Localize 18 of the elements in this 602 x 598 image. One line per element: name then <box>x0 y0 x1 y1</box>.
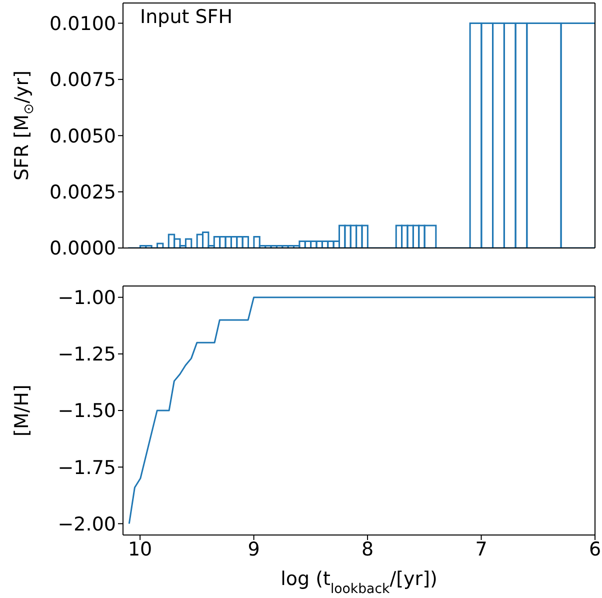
x-tick-label: 6 <box>588 538 602 560</box>
x-tick-label: 10 <box>128 538 152 560</box>
x-tick-label: 9 <box>248 538 260 560</box>
y-tick-label: −1.50 <box>58 400 116 422</box>
annotation: Input SFH <box>140 6 233 28</box>
y-tick-label: 0.0075 <box>50 69 116 92</box>
y-tick-label: −1.25 <box>58 344 116 366</box>
y-tick-label: 0.0025 <box>50 182 116 204</box>
y-tick-label: −2.00 <box>58 513 116 536</box>
x-tick-label: 7 <box>475 538 488 560</box>
y-tick-label: 0.0000 <box>50 238 116 260</box>
y-tick-label: −1.00 <box>58 287 116 310</box>
x-tick-label: 8 <box>361 538 374 560</box>
y-tick-label: 0.0100 <box>50 12 116 35</box>
y-tick-label: −1.75 <box>58 456 116 479</box>
y-axis-title: [M/H] <box>11 384 33 436</box>
y-tick-label: 0.0050 <box>50 125 116 148</box>
x-axis-title: log (t$_{lookback}$/[yr]) <box>280 568 438 596</box>
